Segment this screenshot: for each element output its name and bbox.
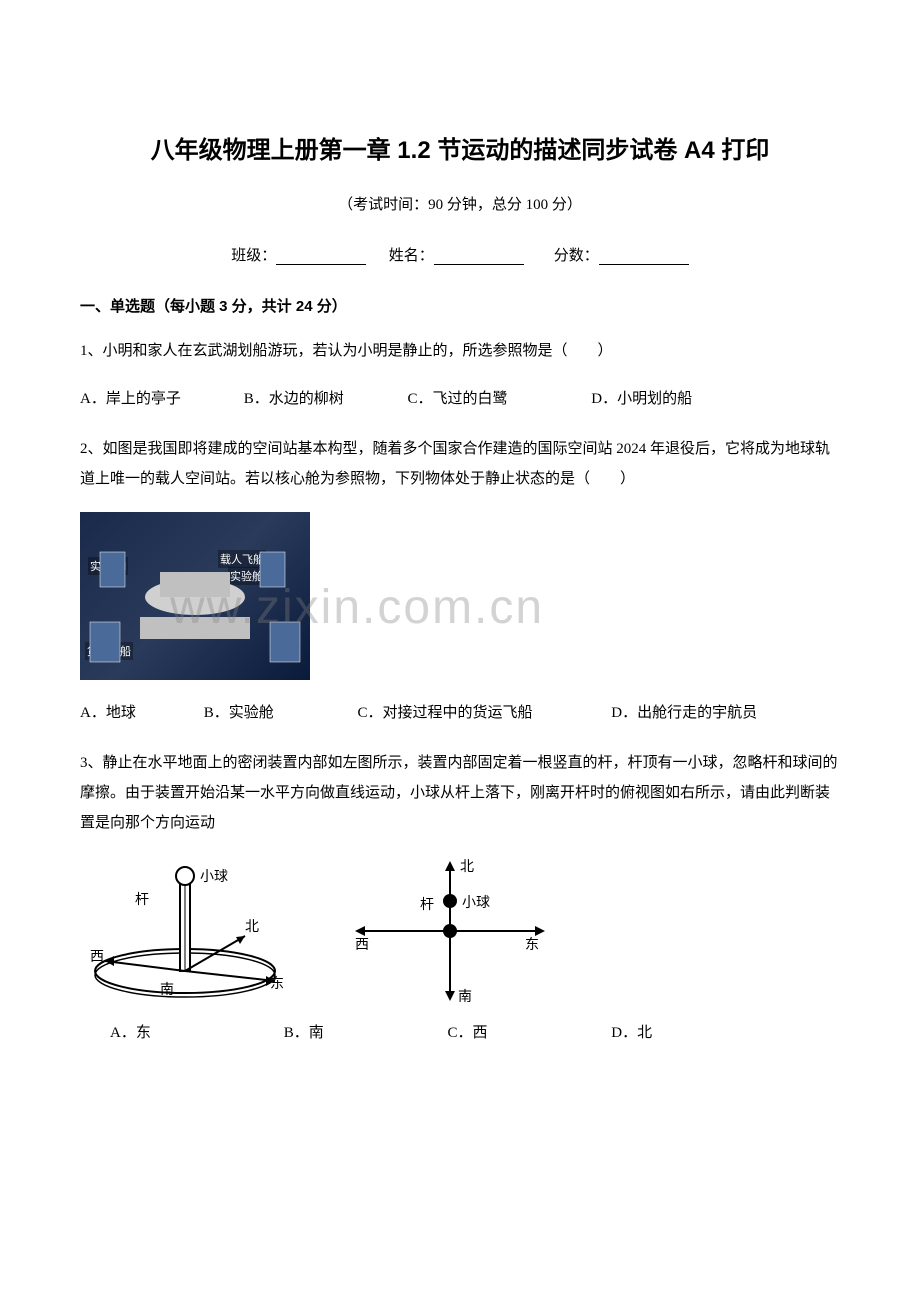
q1-option-c[interactable]: C．飞过的白鹭	[408, 384, 588, 414]
q3-option-d[interactable]: D．北	[611, 1018, 652, 1048]
q3l-gan: 杆	[135, 889, 149, 909]
q2-option-a[interactable]: A．地球	[80, 698, 200, 728]
q3l-dong: 东	[270, 973, 284, 993]
q3r-bei: 北	[460, 856, 474, 876]
q2-option-c[interactable]: C．对接过程中的货运飞船	[358, 698, 608, 728]
q3-left-diagram: 杆 小球 北 西 南 东	[80, 861, 290, 1001]
page-title: 八年级物理上册第一章 1.2 节运动的描述同步试卷 A4 打印	[80, 130, 840, 165]
q3r-nan: 南	[458, 986, 472, 1006]
question-2: 2、如图是我国即将建成的空间站基本构型，随着多个国家合作建造的国际空间站 202…	[80, 434, 840, 494]
q3l-xi: 西	[90, 946, 104, 966]
q1-option-a[interactable]: A．岸上的亭子	[80, 384, 240, 414]
q3-right-diagram: 北 杆 小球 西 东 南	[350, 856, 550, 1006]
q1-option-d[interactable]: D．小明划的船	[591, 384, 692, 414]
q2-option-d[interactable]: D．出舱行走的宇航员	[611, 698, 757, 728]
q2-option-b[interactable]: B．实验舱	[204, 698, 354, 728]
q3-option-b[interactable]: B．南	[284, 1018, 444, 1048]
q3r-dong: 东	[525, 934, 539, 954]
question-3-options: A．东 B．南 C．西 D．北	[80, 1018, 840, 1048]
q3l-bei: 北	[245, 916, 259, 936]
section-1-header: 一、单选题（每小题 3 分，共计 24 分）	[80, 295, 840, 316]
q3-option-c[interactable]: C．西	[448, 1018, 608, 1048]
class-label: 班级：	[231, 248, 276, 264]
q3l-nan: 南	[160, 979, 174, 999]
q2-image: 实验舱Ⅰ 载人飞船 实验舱Ⅱ 核心舱 货运飞船	[80, 512, 310, 680]
class-blank[interactable]	[276, 247, 366, 265]
question-1-options: A．岸上的亭子 B．水边的柳树 C．飞过的白鹭 D．小明划的船	[80, 384, 840, 414]
q3r-xi: 西	[355, 934, 369, 954]
question-1: 1、小明和家人在玄武湖划船游玩，若认为小明是静止的，所选参照物是（ ）	[80, 336, 840, 366]
name-label: 姓名：	[389, 248, 434, 264]
q3l-ball: 小球	[200, 866, 228, 886]
question-2-options: A．地球 B．实验舱 C．对接过程中的货运飞船 D．出舱行走的宇航员	[80, 698, 840, 728]
question-3: 3、静止在水平地面上的密闭装置内部如左图所示，装置内部固定着一根竖直的杆，杆顶有…	[80, 748, 840, 838]
score-blank[interactable]	[599, 247, 689, 265]
q3-option-a[interactable]: A．东	[110, 1018, 280, 1048]
exam-subtitle: （考试时间：90 分钟，总分 100 分）	[80, 193, 840, 214]
q3r-gan: 杆	[420, 894, 434, 914]
q1-option-b[interactable]: B．水边的柳树	[244, 384, 404, 414]
q3-images: 杆 小球 北 西 南 东 北 杆 小球 西 东 南	[80, 856, 840, 1006]
score-label: 分数：	[554, 248, 599, 264]
q3r-ball: 小球	[462, 892, 490, 912]
student-info-row: 班级： 姓名： 分数：	[80, 244, 840, 265]
name-blank[interactable]	[434, 247, 524, 265]
